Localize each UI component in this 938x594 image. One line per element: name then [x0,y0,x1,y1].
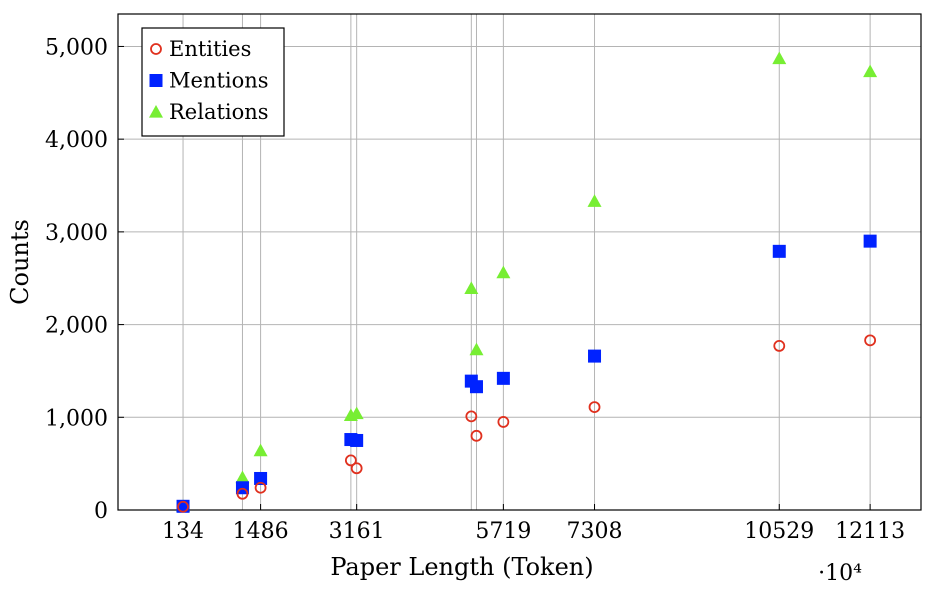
y-axis-label: Counts [6,219,34,305]
entities-point [177,500,189,513]
mentions-point [588,349,602,363]
plot-frame [117,13,922,511]
data-points [176,51,878,513]
relations-point [464,281,479,295]
legend-marker-entities [150,43,162,55]
relations-point [349,406,364,420]
y-tick-label: 1,000 [45,406,108,431]
x-axis-ticks: 134 1486 3161 5719 7308 10529 12113 [162,504,905,544]
x-axis-multiplier-label: ·10⁴ [818,561,862,586]
mentions-point [350,433,364,447]
y-tick-label: 4,000 [45,128,108,153]
y-axis-ticks: 0 1,000 2,000 3,000 4,000 5,000 [45,35,124,524]
series-mentions [176,234,877,513]
x-tick-label: 1486 [233,519,289,544]
legend-marker-relations [149,105,163,118]
x-tick-label: 10529 [744,519,814,544]
mentions-point [496,371,510,385]
relations-point [587,194,602,207]
legend: Entities Mentions Relations [141,27,285,137]
legend-label: Relations [169,100,269,124]
x-tick-label: 5719 [475,519,531,544]
mentions-point [235,481,249,495]
legend-label: Entities [169,37,251,61]
entities-point [470,429,483,442]
relations-point [235,470,250,484]
entities-point [773,340,786,352]
y-tick-label: 5,000 [45,35,108,60]
legend-box [141,27,285,137]
x-tick-label: 134 [162,519,204,544]
x-tick-label: 12113 [835,519,905,544]
relations-point [496,265,511,279]
x-tick-label: 3161 [329,519,385,544]
mentions-point [254,471,268,485]
y-tick-label: 3,000 [45,221,108,246]
entities-point [236,487,249,500]
entities-point [254,481,267,494]
entities-point [497,416,510,428]
mentions-point [469,380,483,394]
y-tick-label: 0 [94,499,108,524]
entities-point [465,410,478,423]
relations-point [772,51,787,65]
mentions-point [772,244,786,258]
relations-point [469,342,484,356]
x-tick-label: 7308 [567,519,623,544]
x-axis-label: Paper Length (Token) [330,553,593,581]
entities-point [344,454,357,467]
entities-point [350,462,363,475]
legend-label: Mentions [169,69,269,93]
relations-point [253,443,268,457]
entities-point [588,401,601,413]
series-entities [177,334,877,513]
mentions-point [863,234,877,248]
relations-point [863,64,878,78]
entities-point [864,334,877,347]
legend-marker-mentions [149,74,163,87]
y-tick-label: 2,000 [45,314,108,339]
